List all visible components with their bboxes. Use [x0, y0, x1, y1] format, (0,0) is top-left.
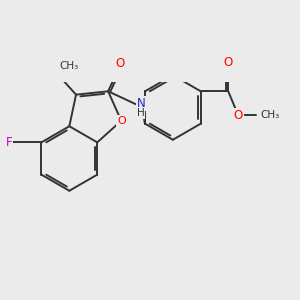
Text: N: N [137, 97, 146, 110]
Text: O: O [117, 116, 126, 126]
Text: CH₃: CH₃ [261, 110, 280, 120]
Text: O: O [115, 56, 124, 70]
Text: O: O [233, 109, 243, 122]
Text: H: H [137, 108, 145, 118]
Text: CH₃: CH₃ [59, 61, 79, 71]
Text: O: O [224, 56, 233, 69]
Text: F: F [6, 136, 12, 149]
